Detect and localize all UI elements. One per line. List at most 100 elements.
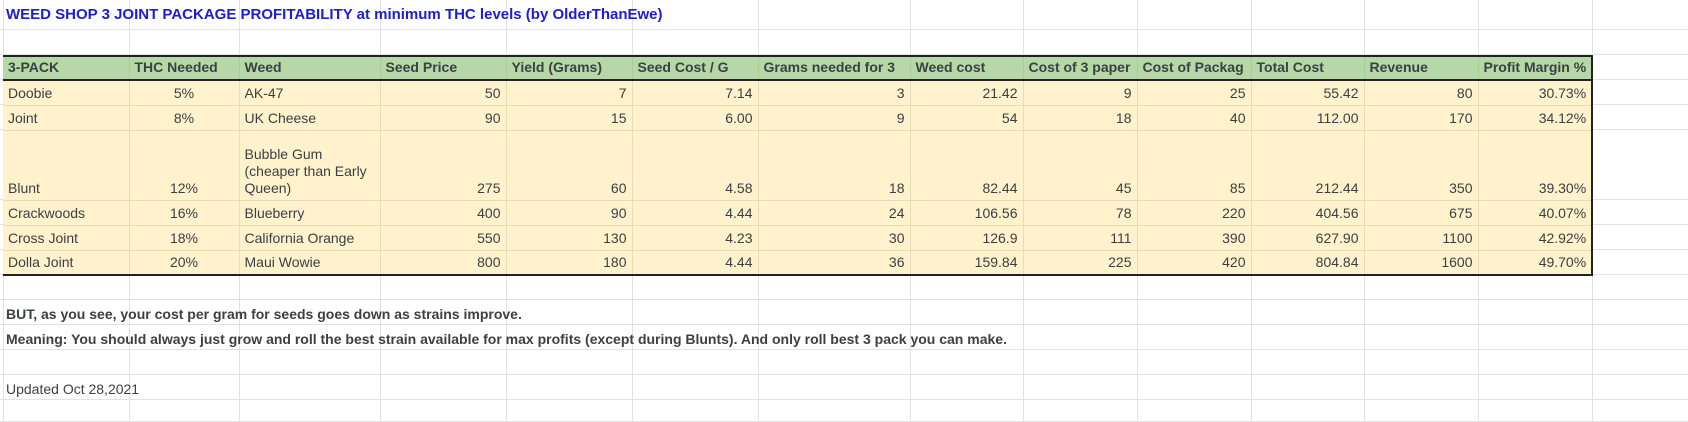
table-cell[interactable]: 55.42 (1251, 80, 1365, 106)
table-cell[interactable]: 400 (380, 200, 507, 226)
column-header[interactable]: Seed Cost / G (632, 55, 759, 81)
table-cell[interactable]: 30 (758, 225, 911, 251)
table-cell[interactable]: 4.44 (632, 200, 759, 226)
table-cell[interactable]: 90 (380, 105, 507, 131)
table-cell[interactable]: Bubble Gum (cheaper than Early Queen) (239, 130, 381, 201)
column-header[interactable]: Cost of Packag (1137, 55, 1252, 81)
table-cell[interactable]: Dolla Joint (3, 250, 130, 276)
table-cell[interactable]: 21.42 (910, 80, 1024, 106)
table-cell[interactable]: Maui Wowie (239, 250, 381, 276)
table-cell[interactable]: 24 (758, 200, 911, 226)
table-cell[interactable]: 54 (910, 105, 1024, 131)
table-cell[interactable]: 180 (506, 250, 633, 276)
table-cell[interactable]: 40 (1137, 105, 1252, 131)
table-cell[interactable]: 112.00 (1251, 105, 1365, 131)
table-cell[interactable]: 3 (758, 80, 911, 106)
table-cell[interactable]: 80 (1364, 80, 1479, 106)
table-cell[interactable]: 18% (129, 225, 240, 251)
table-cell[interactable]: Blueberry (239, 200, 381, 226)
table-cell[interactable]: California Orange (239, 225, 381, 251)
column-header[interactable]: Total Cost (1251, 55, 1365, 81)
table-cell[interactable]: 30.73% (1478, 80, 1593, 106)
table-cell[interactable]: 5% (129, 80, 240, 106)
note-meaning[interactable]: Meaning: You should always just grow and… (6, 331, 1007, 347)
table-cell[interactable]: 111 (1023, 225, 1138, 251)
updated-date[interactable]: Updated Oct 28,2021 (6, 381, 140, 397)
column-header[interactable]: Weed cost (910, 55, 1024, 81)
table-cell[interactable]: 675 (1364, 200, 1479, 226)
table-row: Cross Joint 18% California Orange 550 130 4.2… (3, 225, 1593, 251)
table-cell[interactable]: 350 (1364, 130, 1479, 201)
table-row: Joint 8% UK Cheese 90 15 6.00 9 54 18 40 112.00 170… (3, 105, 1593, 131)
table-cell[interactable]: 82.44 (910, 130, 1024, 201)
table-cell[interactable]: 1600 (1364, 250, 1479, 276)
table-cell[interactable]: 220 (1137, 200, 1252, 226)
column-header[interactable]: Yield (Grams) (506, 55, 633, 81)
table-cell[interactable]: 159.84 (910, 250, 1024, 276)
table-cell[interactable]: 126.9 (910, 225, 1024, 251)
table-cell[interactable]: 4.23 (632, 225, 759, 251)
table-cell[interactable]: 7 (506, 80, 633, 106)
table-cell[interactable]: 42.92% (1478, 225, 1593, 251)
table-row: Blunt 12% Bubble Gum (cheaper than Early Q… (3, 130, 1593, 201)
sheet-title[interactable]: WEED SHOP 3 JOINT PACKAGE PROFITABILITY … (6, 6, 663, 23)
column-header[interactable]: THC Needed (129, 55, 240, 81)
table-cell[interactable]: 9 (758, 105, 911, 131)
table-cell[interactable]: 550 (380, 225, 507, 251)
table-cell[interactable]: 8% (129, 105, 240, 131)
table-cell[interactable]: 40.07% (1478, 200, 1593, 226)
table-cell[interactable]: 20% (129, 250, 240, 276)
table-cell[interactable]: 49.70% (1478, 250, 1593, 276)
table-cell[interactable]: 225 (1023, 250, 1138, 276)
table-cell[interactable]: 9 (1023, 80, 1138, 106)
table-cell[interactable]: 78 (1023, 200, 1138, 226)
table-cell[interactable]: 130 (506, 225, 633, 251)
table-cell[interactable]: 390 (1137, 225, 1252, 251)
table-cell[interactable]: 804.84 (1251, 250, 1365, 276)
table-cell[interactable]: 45 (1023, 130, 1138, 201)
table-cell[interactable]: 50 (380, 80, 507, 106)
table-cell[interactable]: 6.00 (632, 105, 759, 131)
table-cell[interactable]: 39.30% (1478, 130, 1593, 201)
table-cell[interactable]: 15 (506, 105, 633, 131)
column-header[interactable]: Seed Price (380, 55, 507, 81)
table-cell[interactable]: 800 (380, 250, 507, 276)
table-cell[interactable]: 12% (129, 130, 240, 201)
table-cell[interactable]: 404.56 (1251, 200, 1365, 226)
table-cell[interactable]: 34.12% (1478, 105, 1593, 131)
table-cell[interactable]: 18 (1023, 105, 1138, 131)
column-header[interactable]: Revenue (1364, 55, 1479, 81)
table-cell[interactable]: Cross Joint (3, 225, 130, 251)
table-cell[interactable]: 275 (380, 130, 507, 201)
table-cell[interactable]: Joint (3, 105, 130, 131)
table-cell[interactable]: UK Cheese (239, 105, 381, 131)
table-cell[interactable]: 90 (506, 200, 633, 226)
table-cell[interactable]: 85 (1137, 130, 1252, 201)
column-header[interactable]: 3-PACK (3, 55, 130, 81)
table-cell[interactable]: Doobie (3, 80, 130, 106)
column-header[interactable]: Weed (239, 55, 381, 81)
table-cell[interactable]: 36 (758, 250, 911, 276)
table-cell[interactable]: 16% (129, 200, 240, 226)
table-cell[interactable]: 170 (1364, 105, 1479, 131)
column-header[interactable]: Grams needed for 3 (758, 55, 911, 81)
table-cell[interactable]: 4.44 (632, 250, 759, 276)
table-cell[interactable]: 420 (1137, 250, 1252, 276)
table-cell[interactable]: 627.90 (1251, 225, 1365, 251)
grid-row (0, 275, 1688, 300)
table-cell[interactable]: 4.58 (632, 130, 759, 201)
table-cell[interactable]: 1100 (1364, 225, 1479, 251)
table-cell[interactable]: Crackwoods (3, 200, 130, 226)
table-cell[interactable]: 25 (1137, 80, 1252, 106)
table-cell[interactable]: 60 (506, 130, 633, 201)
table-cell[interactable]: 106.56 (910, 200, 1024, 226)
column-header[interactable]: Cost of 3 paper (1023, 55, 1138, 81)
table-cell[interactable]: 212.44 (1251, 130, 1365, 201)
table-cell[interactable]: Blunt (3, 130, 130, 201)
table-cell[interactable]: 7.14 (632, 80, 759, 106)
table-cell[interactable]: AK-47 (239, 80, 381, 106)
note-cost-per-gram[interactable]: BUT, as you see, your cost per gram for … (6, 306, 522, 322)
table-cell[interactable]: 18 (758, 130, 911, 201)
table-row: Dolla Joint 20% Maui Wowie 800 180 4.44 36 159.… (3, 250, 1593, 276)
column-header[interactable]: Profit Margin % (1478, 55, 1593, 81)
